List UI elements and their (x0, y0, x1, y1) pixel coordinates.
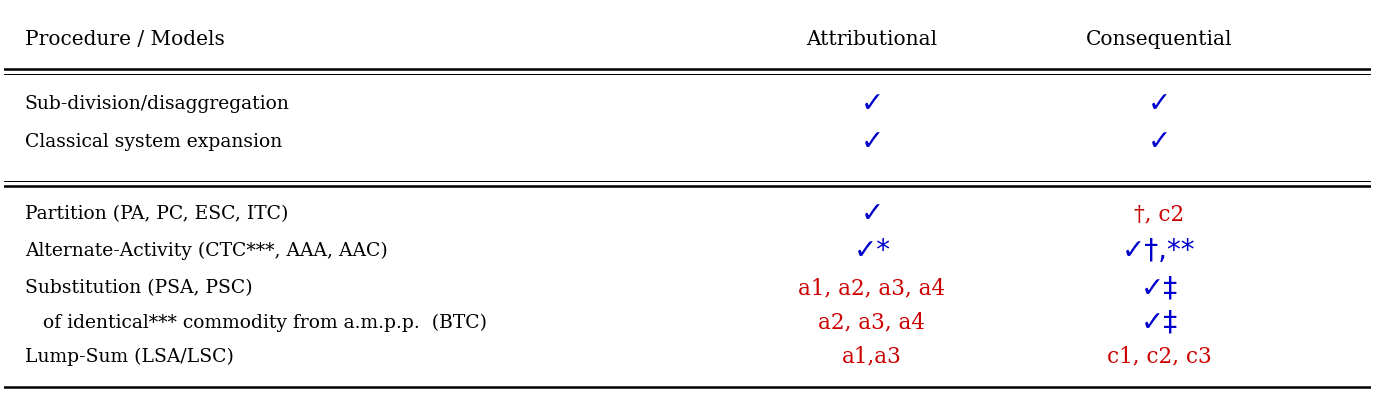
Text: Substitution (PSA, PSC): Substitution (PSA, PSC) (25, 280, 252, 298)
Text: a1,a3: a1,a3 (842, 346, 902, 367)
Text: Attributional: Attributional (806, 30, 938, 49)
Text: Partition (PA, PC, ESC, ITC): Partition (PA, PC, ESC, ITC) (25, 205, 287, 223)
Text: ✓: ✓ (1147, 90, 1170, 118)
Text: ✓: ✓ (861, 128, 884, 156)
Text: Alternate-Activity (CTC***, AAA, AAC): Alternate-Activity (CTC***, AAA, AAC) (25, 242, 388, 260)
Text: Procedure / Models: Procedure / Models (25, 30, 224, 49)
Text: ✓‡: ✓‡ (1140, 308, 1177, 337)
Text: of identical*** commodity from a.m.p.p.  (BTC): of identical*** commodity from a.m.p.p. … (25, 314, 487, 332)
Text: a2, a3, a4: a2, a3, a4 (818, 312, 925, 334)
Text: Consequential: Consequential (1086, 30, 1232, 49)
Text: ✓: ✓ (1147, 128, 1170, 156)
Text: ✓‡: ✓‡ (1140, 275, 1177, 302)
Text: †, c2: †, c2 (1134, 203, 1184, 225)
Text: Lump-Sum (LSA/LSC): Lump-Sum (LSA/LSC) (25, 348, 234, 365)
Text: c1, c2, c3: c1, c2, c3 (1107, 346, 1211, 367)
Text: Sub-division/disaggregation: Sub-division/disaggregation (25, 95, 290, 113)
Text: Classical system expansion: Classical system expansion (25, 133, 282, 151)
Text: ✓*: ✓* (854, 237, 891, 265)
Text: ✓†,**: ✓†,** (1122, 237, 1196, 265)
Text: ✓: ✓ (861, 200, 884, 228)
Text: ✓: ✓ (861, 90, 884, 118)
Text: a1, a2, a3, a4: a1, a2, a3, a4 (799, 278, 946, 300)
